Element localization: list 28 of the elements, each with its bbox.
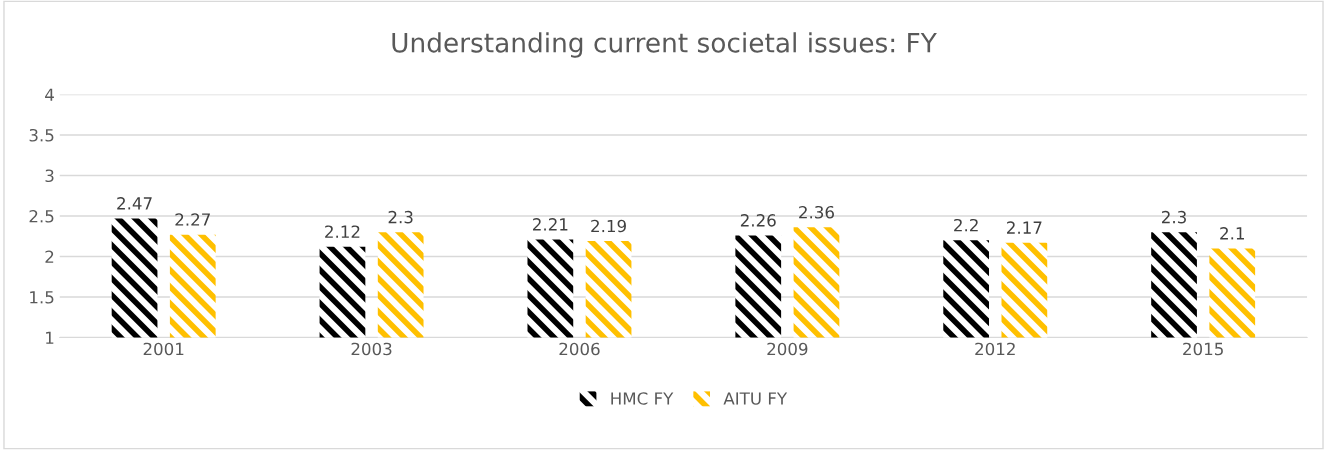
- x-tick-label: 2001: [143, 342, 184, 356]
- y-tick-label: 3.5: [29, 128, 54, 142]
- data-label: 2.12: [325, 225, 360, 238]
- data-label: 2.36: [799, 205, 834, 219]
- data-label: 2.47: [117, 197, 152, 210]
- x-tick-label: 2012: [975, 342, 1015, 356]
- legend-label: HMC FY: [611, 392, 674, 405]
- y-tick-label: 3: [45, 169, 54, 183]
- x-tick-label: 2009: [767, 342, 808, 356]
- chart-title: Understanding current societal issues: FY: [392, 32, 937, 58]
- y-tick-label: 4: [45, 88, 54, 101]
- data-label: 2.19: [591, 219, 626, 233]
- y-tick-label: 1: [46, 331, 54, 344]
- y-tick-label: 1.5: [30, 291, 54, 304]
- y-tick-label: 2: [45, 250, 54, 263]
- data-label: 2.3: [388, 210, 413, 224]
- data-label: 2.27: [175, 213, 210, 226]
- data-label: 2.1: [1220, 227, 1244, 240]
- data-label: 2.17: [1007, 221, 1042, 234]
- data-label: 2.26: [740, 214, 776, 227]
- y-tick-label: 2.5: [29, 209, 54, 223]
- x-tick-label: 2015: [1183, 342, 1223, 356]
- x-tick-label: 2006: [559, 342, 600, 356]
- data-label: 2.3: [1162, 210, 1186, 224]
- x-tick-label: 2003: [351, 342, 392, 356]
- legend-label: AITU FY: [723, 392, 788, 405]
- data-label: 2.2: [954, 218, 978, 232]
- data-label: 2.21: [533, 218, 568, 231]
